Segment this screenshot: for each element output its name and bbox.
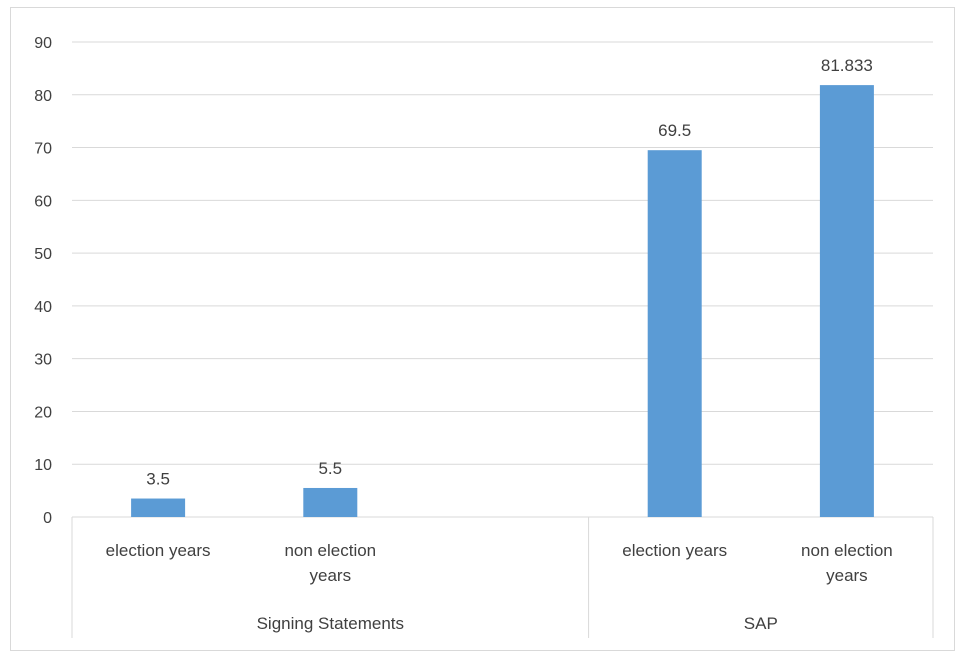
x-category-label: years xyxy=(826,566,868,585)
data-label: 3.5 xyxy=(146,470,170,489)
y-tick-label: 10 xyxy=(34,457,52,474)
y-tick-label: 80 xyxy=(34,88,52,105)
y-tick-label: 30 xyxy=(34,352,52,369)
x-group-label: Signing Statements xyxy=(257,614,404,633)
y-tick-label: 40 xyxy=(34,299,52,316)
chart-frame xyxy=(10,7,955,651)
data-label: 69.5 xyxy=(658,121,691,140)
x-category-label: non election xyxy=(284,541,376,560)
bar xyxy=(303,487,358,517)
x-category-label: election years xyxy=(106,541,211,560)
x-category-label: election years xyxy=(622,541,727,560)
x-category-label: years xyxy=(310,566,352,585)
y-tick-label: 20 xyxy=(34,404,52,421)
x-category-label: non election xyxy=(801,541,893,560)
bar xyxy=(131,498,186,517)
data-label: 81.833 xyxy=(821,56,873,75)
y-tick-label: 0 xyxy=(43,510,52,527)
y-tick-label: 70 xyxy=(34,141,52,158)
bar xyxy=(647,150,702,517)
y-tick-label: 50 xyxy=(34,246,52,263)
x-group-label: SAP xyxy=(744,614,778,633)
y-tick-label: 60 xyxy=(34,193,52,210)
bar xyxy=(819,85,874,518)
data-label: 5.5 xyxy=(318,459,342,478)
y-tick-label: 90 xyxy=(34,35,52,52)
